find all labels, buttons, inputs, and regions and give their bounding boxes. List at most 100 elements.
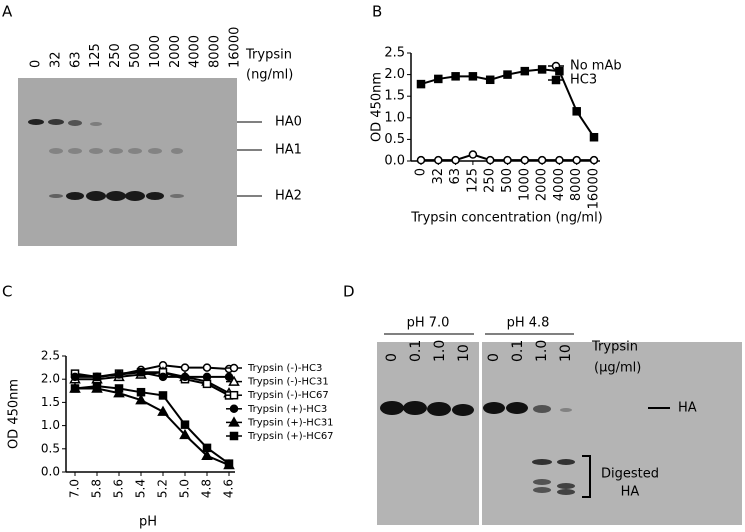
lane-label: 10 [456,344,472,362]
y-tick-label: 2.5 [384,46,405,61]
unit-label: (ng/ml) [246,68,293,83]
y-tick-label: 2.0 [384,67,405,82]
x-tick-label: 4.6 [222,479,236,498]
marker [555,155,564,165]
lane-label: 32 [48,51,63,68]
marker [92,381,102,391]
marker [520,155,530,165]
group-label: pH 4.8 [507,316,550,331]
x-tick-label: 2000 [535,168,550,201]
x-tick-label: 63 [448,168,463,185]
marker [416,155,426,165]
marker [537,155,547,165]
x-tick-label: 250 [483,168,498,193]
legend-label: Trypsin (-)-HC31 [247,377,329,388]
legend-marker [229,431,239,441]
marker [503,155,512,165]
x-tick-label: 125 [465,168,480,193]
x-tick-label: 4000 [552,168,567,201]
marker [503,70,512,79]
lane-label: 0 [29,60,44,68]
lane-label: 1.0 [432,340,448,362]
legend-label: Trypsin (-)-HC3 [247,363,322,374]
lane-label: 16000 [228,27,243,68]
marker [114,370,124,379]
marker [136,367,146,377]
marker [572,107,581,116]
bands [28,119,184,201]
marker [468,72,478,81]
marker [451,72,460,81]
y-tick-label: 1.0 [41,418,60,432]
legend-marker [228,416,240,427]
x-tick-label: 5.8 [90,479,104,498]
marker [589,132,599,142]
marker [434,74,443,84]
lane-label: 1000 [148,35,163,68]
marker [224,459,234,468]
panel-letter: C [2,283,12,301]
x-tick-label: 4.8 [200,479,214,498]
marker [468,150,478,159]
lane-label: 250 [108,43,123,68]
band-label: HA2 [275,189,302,204]
line [420,68,595,138]
y-tick-label: 1.0 [384,110,405,125]
band-label: Digested [601,467,659,482]
y-tick-label: 0.5 [41,441,60,455]
series [70,381,234,468]
bracket [582,455,591,498]
treatment-label: Trypsin [591,340,638,355]
legend-marker [229,390,239,400]
marker [201,449,213,461]
marker [158,391,168,400]
y-tick-label: 2.0 [41,372,60,386]
x-tick-label: 32 [431,168,446,185]
legend-marker [229,404,239,414]
marker [135,394,147,405]
legend-label: HC3 [570,73,597,88]
marker [434,155,443,165]
marker [485,155,495,165]
y-tick-label: 0.5 [384,132,405,147]
group-label: pH 7.0 [407,316,450,331]
legend-label: No mAb [570,59,622,74]
marker [114,384,124,393]
unit-label: (μg/ml) [594,361,641,376]
y-tick-label: 0.0 [41,465,60,479]
lane-label: 4000 [188,35,203,68]
blot [18,78,237,246]
x-axis-label: pH [139,515,157,530]
marker [92,372,102,382]
x-tick-label: 5.0 [178,479,192,498]
marker [202,372,212,382]
y-tick-label: 1.5 [41,395,60,409]
lane-label: 0.1 [510,340,526,362]
lane-label: 500 [128,43,143,68]
x-tick-label: 5.2 [156,479,170,498]
marker [202,379,212,389]
marker [202,443,212,453]
y-tick-label: 2.5 [41,349,60,363]
x-tick-label: 500 [500,168,515,193]
marker [202,363,212,372]
x-tick-label: 5.6 [112,479,126,498]
marker [416,79,426,89]
legend-label: Trypsin (+)-HC31 [247,417,334,428]
legend-label: Trypsin (-)-HC67 [247,390,329,401]
x-tick-label: 8000 [569,168,584,201]
blot [377,342,742,525]
band-label: HA1 [275,143,302,158]
legend-label: Trypsin (+)-HC3 [247,404,327,415]
lane-label: 1.0 [534,340,550,362]
marker [157,405,169,416]
lane-label: 63 [68,51,83,68]
panel-letter: D [343,283,355,301]
lane-label: 0 [486,353,502,362]
marker [158,372,168,382]
lane-label: 2000 [168,35,183,68]
legend-label: Trypsin (+)-HC67 [247,431,334,442]
panel-letter: B [372,3,382,21]
marker [179,428,191,440]
marker [485,75,495,85]
